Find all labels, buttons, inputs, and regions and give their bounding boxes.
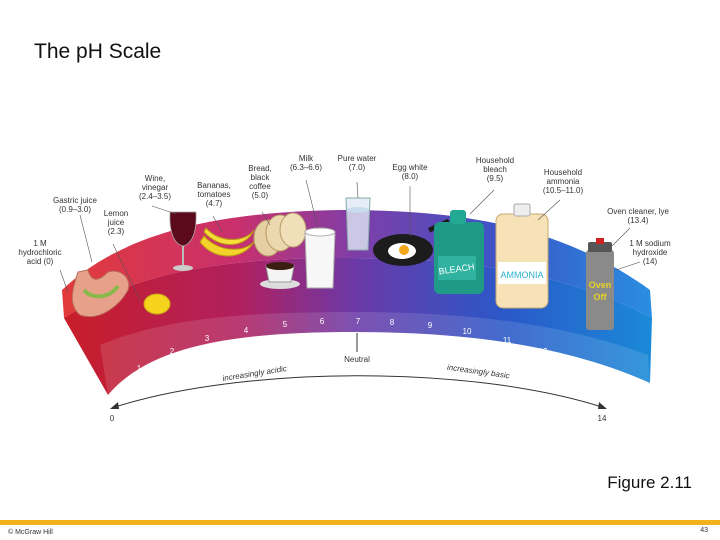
coffee-cup-image (260, 262, 300, 289)
basic-direction-label: increasingly basic (446, 363, 510, 381)
callout-label-7: Pure water (7.0) (338, 154, 377, 172)
lemon-image (143, 293, 171, 315)
page-number: 43 (700, 527, 708, 534)
callout-label-3: Wine, vinegar (2.4–3.5) (139, 174, 171, 201)
callout-line: hydrochloric (18, 248, 61, 257)
milk-glass-image (304, 227, 336, 289)
scale-number-6: 6 (320, 317, 325, 326)
callout-line: (9.5) (487, 174, 504, 183)
callout-label-5: Bread, black coffee (5.0) (248, 164, 272, 200)
scale-number-7: 7 (356, 317, 361, 326)
callout-line: Oven cleaner, lye (607, 207, 669, 216)
slide-title: The pH Scale (34, 40, 162, 63)
scale-number-strip (100, 312, 650, 395)
water-glass-image (345, 197, 371, 251)
scale-number-12: 12 (539, 347, 548, 356)
callout-line: hydroxide (633, 248, 668, 257)
bleach-jug-image: BLEACH (434, 210, 484, 294)
callout-line: (10.5–11.0) (543, 186, 584, 195)
bread-image (253, 212, 307, 257)
callout-line: (2.4–3.5) (139, 192, 171, 201)
callout-label-12: 1 M sodium hydroxide (14) (629, 239, 671, 266)
wine-glass-image (169, 211, 197, 271)
callout-line: Milk (299, 154, 314, 163)
stomach-image (71, 269, 130, 317)
callout-line: 1 M (33, 239, 47, 248)
callout-line: juice (107, 218, 125, 227)
callout-line: vinegar (142, 183, 169, 192)
figure-caption: Figure 2.11 (607, 473, 692, 492)
callout-leaders (59, 179, 641, 301)
callout-line: 1 M sodium (629, 239, 671, 248)
callout-line: (7.0) (349, 163, 366, 172)
scale-number-2: 2 (170, 347, 175, 356)
callout-line: (2.3) (108, 227, 125, 236)
callout-line: acid (0) (27, 257, 54, 266)
callout-line: (0.9–3.0) (59, 205, 91, 214)
arrow-head-right (598, 402, 607, 409)
callout-line: coffee (249, 182, 271, 191)
scale-number-13: 13 (574, 361, 583, 370)
scale-number-3: 3 (205, 334, 210, 343)
callout-label-6: Milk (6.3–6.6) (290, 154, 322, 172)
callout-line: Household (476, 156, 514, 165)
callout-line: Lemon (104, 209, 128, 218)
callout-line: (13.4) (628, 216, 649, 225)
callout-line: Pure water (338, 154, 377, 163)
callout-label-9: Household bleach (9.5) (476, 156, 514, 183)
callout-label-4: Bananas, tomatoes (4.7) (197, 181, 231, 208)
callout-label-1: Gastric juice (0.9–3.0) (53, 196, 98, 214)
callout-line: Gastric juice (53, 196, 98, 205)
callout-line: (8.0) (402, 172, 419, 181)
ammonia-label: AMMONIA (500, 270, 543, 280)
copyright-notice: © McGraw Hill (8, 529, 53, 536)
bleach-label: BLEACH (438, 262, 475, 277)
scale-number-1: 1 (137, 364, 142, 373)
oven-label-1: Oven (589, 280, 612, 290)
callout-line: (14) (643, 257, 658, 266)
footer-accent-bar (0, 520, 720, 525)
callout-label-8: Egg white (8.0) (392, 163, 428, 181)
callout-line: bleach (483, 165, 507, 174)
scale-number-9: 9 (428, 321, 433, 330)
callout-label-2: Lemon juice (2.3) (104, 209, 128, 236)
scale-number-4: 4 (244, 326, 249, 335)
max-ph-label: 14 (598, 414, 607, 423)
scale-number-11: 11 (503, 336, 512, 345)
ph-range-arrow (111, 375, 606, 409)
arrow-head-left (110, 402, 119, 409)
callout-line: (4.7) (206, 199, 223, 208)
callout-line: (5.0) (252, 191, 269, 200)
ammonia-jug-image: AMMONIA (495, 203, 549, 309)
scale-number-5: 5 (283, 320, 288, 329)
min-ph-label: 0 (110, 414, 115, 423)
neutral-label: Neutral (344, 355, 370, 364)
callout-line: tomatoes (198, 190, 231, 199)
callout-label-11: Oven cleaner, lye (13.4) (607, 207, 669, 225)
callout-line: black (251, 173, 271, 182)
callout-line: Bread, (248, 164, 272, 173)
oven-cleaner-can-image: Oven Off (586, 238, 614, 330)
callout-line: Bananas, (197, 181, 231, 190)
scale-number-10: 10 (463, 327, 472, 336)
callout-line: ammonia (547, 177, 580, 186)
callout-line: Household (544, 168, 582, 177)
scale-number-8: 8 (390, 318, 395, 327)
oven-label-2: Off (594, 292, 608, 302)
callout-label-10: Household ammonia (10.5–11.0) (543, 168, 584, 195)
callout-line: Wine, (145, 174, 165, 183)
callout-line: Egg white (392, 163, 428, 172)
callout-line: (6.3–6.6) (290, 163, 322, 172)
